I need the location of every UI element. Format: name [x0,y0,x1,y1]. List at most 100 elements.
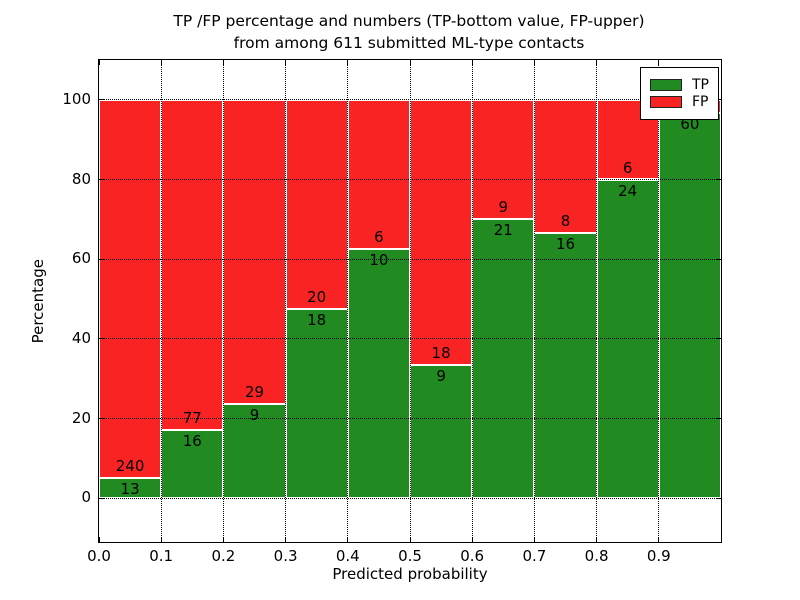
bar-count-label-tp: 16 [182,431,202,450]
y-tick-label: 20 [71,408,91,427]
x-tick-mark-top [98,60,100,65]
x-tick-mark [98,537,100,542]
grid-line-horizontal [99,99,721,101]
grid-line-vertical [658,60,660,542]
bar-count-label-tp: 24 [618,181,638,200]
y-tick-label: 80 [71,169,91,188]
bar-count-label-fp: 240 [115,456,145,475]
bar-count-label-fp: 8 [560,211,571,230]
x-tick-label: 0.3 [273,547,298,565]
bar-segment-fp [223,99,286,404]
grid-line-horizontal [99,418,721,419]
grid-line-vertical [596,60,598,542]
bar-segment-tp [347,249,410,499]
y-axis-label: Percentage [29,258,47,344]
y-tick-label: 40 [71,328,91,347]
y-tick-mark [99,497,104,499]
y-tick-mark [99,258,104,260]
bar-segment-fp [472,99,535,220]
x-tick-mark [409,537,411,542]
bar-segment-tp [658,112,721,499]
legend: TP FP [640,67,719,120]
x-tick-mark-top [347,60,349,65]
legend-item: TP [650,78,709,92]
x-tick-mark-top [533,60,535,65]
x-tick-mark-top [222,60,224,65]
x-tick-mark [471,537,473,542]
bar-count-label-fp: 77 [182,408,202,427]
grid-line-vertical [533,60,535,542]
bar-segment-tp [534,232,597,499]
bar-count-label-tp: 10 [369,251,389,270]
x-tick-mark [533,537,535,542]
bar-segment-fp [347,99,410,250]
legend-label: FP [692,94,709,110]
x-tick-label: 0.4 [335,547,360,565]
y-tick-label: 100 [62,89,91,108]
bar-count-label-fp: 29 [244,382,265,401]
y-tick-mark [99,418,104,419]
bar-count-label-fp: 20 [307,288,327,307]
bar-segment-tp [285,309,348,499]
legend-label: TP [692,77,709,93]
x-tick-label: 0.9 [646,547,671,565]
legend-item: FP [650,95,709,109]
x-tick-mark-top [409,60,411,65]
bar-segment-fp [534,99,597,233]
x-tick-label: 0.0 [87,547,111,565]
y-tick-label: 60 [71,249,91,268]
grid-line-horizontal [99,497,721,499]
bar-segment-fp [99,99,162,478]
bar-count-label-tp: 16 [555,234,576,253]
grid-line-horizontal [99,338,721,340]
bar-segment-fp [285,99,348,310]
grid-line-vertical [347,60,349,542]
y-tick-mark-right [716,338,721,340]
grid-line-vertical [285,60,287,542]
plot-area: 0.0 0.1 0.2 0.3 0.4 0.5 0.6 0.7 0.8 0.9 0 20 40 60 80 1… [29,59,722,583]
x-axis-label: Predicted probability [332,565,488,583]
x-tick-label: 0.6 [460,547,485,565]
y-tick-mark [99,179,104,180]
bar-segment-tp [472,219,535,499]
bar-count-label-fp: 6 [374,228,384,247]
x-tick-mark [658,537,660,542]
y-tick-mark-right [716,258,721,260]
bar-segment-tp [99,477,162,499]
bar-segment-fp [161,99,224,430]
bar-count-label-tp: 21 [493,221,513,240]
x-tick-mark [596,537,598,542]
x-tick-mark-top [658,60,660,65]
x-tick-label: 0.7 [522,547,547,565]
chart-title-line2: from among 611 submitted ML-type contact… [233,34,585,52]
grid-line-horizontal [99,258,721,260]
x-tick-mark [222,537,224,542]
x-tick-mark [347,537,349,542]
x-tick-label: 0.8 [584,547,609,565]
y-tick-mark [99,338,104,340]
bar-count-label-fp: 18 [431,344,451,363]
grid-line-vertical [160,60,162,542]
bar-count-label-tp: 9 [249,405,260,424]
bar-count-label-tp: 13 [120,479,140,498]
grid-line-horizontal [99,179,721,180]
x-tick-label: 0.5 [398,547,422,565]
y-tick-mark [99,99,104,101]
bar-count-label-tp: 9 [436,367,446,386]
x-tick-label: 0.1 [149,547,174,565]
x-tick-mark-top [160,60,162,65]
legend-swatch-fp [650,96,682,108]
x-tick-mark [285,537,287,542]
x-tick-mark-top [285,60,287,65]
bar-segment-fp [410,99,473,366]
x-tick-mark-top [471,60,473,65]
grid-line-vertical [409,60,411,542]
bar-count-label-fp: 6 [622,158,633,177]
grid-line-vertical [222,60,224,542]
grid-line-vertical [471,60,473,542]
y-tick-mark-right [716,179,721,180]
chart-title-line1: TP /FP percentage and numbers (TP-bottom… [173,12,645,30]
y-axis-label-wrap: Percentage [27,60,49,542]
x-tick-mark [160,537,162,542]
